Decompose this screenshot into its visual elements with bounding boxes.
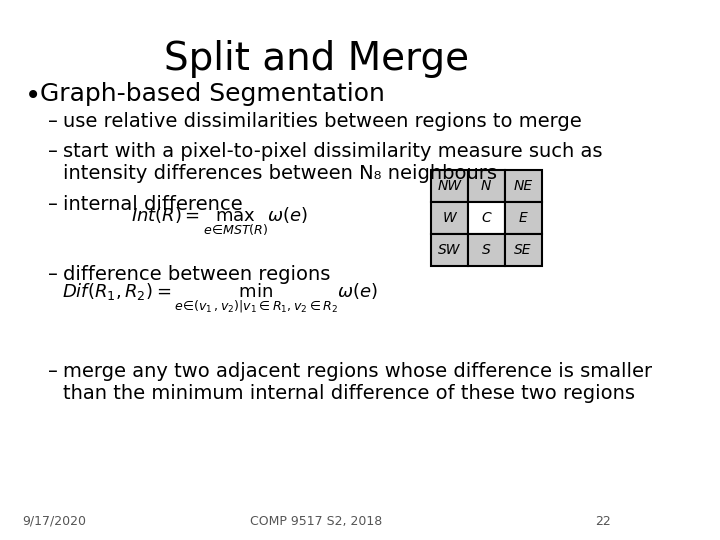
Bar: [431, 202, 468, 234]
Text: $Int(R) = \max_{e \in MST(R)} \omega(e)$: $Int(R) = \max_{e \in MST(R)} \omega(e)$: [131, 205, 308, 237]
Text: SE: SE: [514, 243, 532, 257]
Text: E: E: [519, 211, 528, 225]
Text: –: –: [48, 112, 58, 131]
Text: start with a pixel-to-pixel dissimilarity measure such as
intensity differences : start with a pixel-to-pixel dissimilarit…: [63, 142, 603, 183]
Text: 22: 22: [595, 515, 611, 528]
Text: –: –: [48, 362, 58, 381]
Text: $Dif(R_1, R_2) = \min_{e \in (v_1, v_2) | v_1 \in R_1, v_2 \in R_2} \omega(e)$: $Dif(R_1, R_2) = \min_{e \in (v_1, v_2) …: [62, 282, 378, 315]
Text: –: –: [48, 142, 58, 161]
Text: internal difference: internal difference: [63, 195, 243, 214]
Text: use relative dissimilarities between regions to merge: use relative dissimilarities between reg…: [63, 112, 582, 131]
Text: difference between regions: difference between regions: [63, 265, 330, 284]
Text: NE: NE: [513, 179, 533, 193]
Bar: [505, 170, 541, 202]
Bar: [468, 234, 505, 266]
Text: C: C: [482, 211, 491, 225]
Bar: [505, 202, 541, 234]
Text: merge any two adjacent regions whose difference is smaller
than the minimum inte: merge any two adjacent regions whose dif…: [63, 362, 652, 403]
Text: Graph-based Segmentation: Graph-based Segmentation: [40, 82, 384, 106]
Bar: [431, 234, 468, 266]
Text: S: S: [482, 243, 490, 257]
Bar: [505, 234, 541, 266]
Text: W: W: [442, 211, 456, 225]
Text: –: –: [48, 265, 58, 284]
Bar: [468, 170, 505, 202]
Text: COMP 9517 S2, 2018: COMP 9517 S2, 2018: [251, 515, 382, 528]
Bar: [431, 170, 468, 202]
Text: 9/17/2020: 9/17/2020: [22, 515, 86, 528]
Text: N: N: [481, 179, 492, 193]
Text: Split and Merge: Split and Merge: [164, 40, 469, 78]
Bar: [468, 202, 505, 234]
Text: NW: NW: [437, 179, 462, 193]
Text: •: •: [24, 82, 41, 110]
Text: SW: SW: [438, 243, 461, 257]
Text: –: –: [48, 195, 58, 214]
